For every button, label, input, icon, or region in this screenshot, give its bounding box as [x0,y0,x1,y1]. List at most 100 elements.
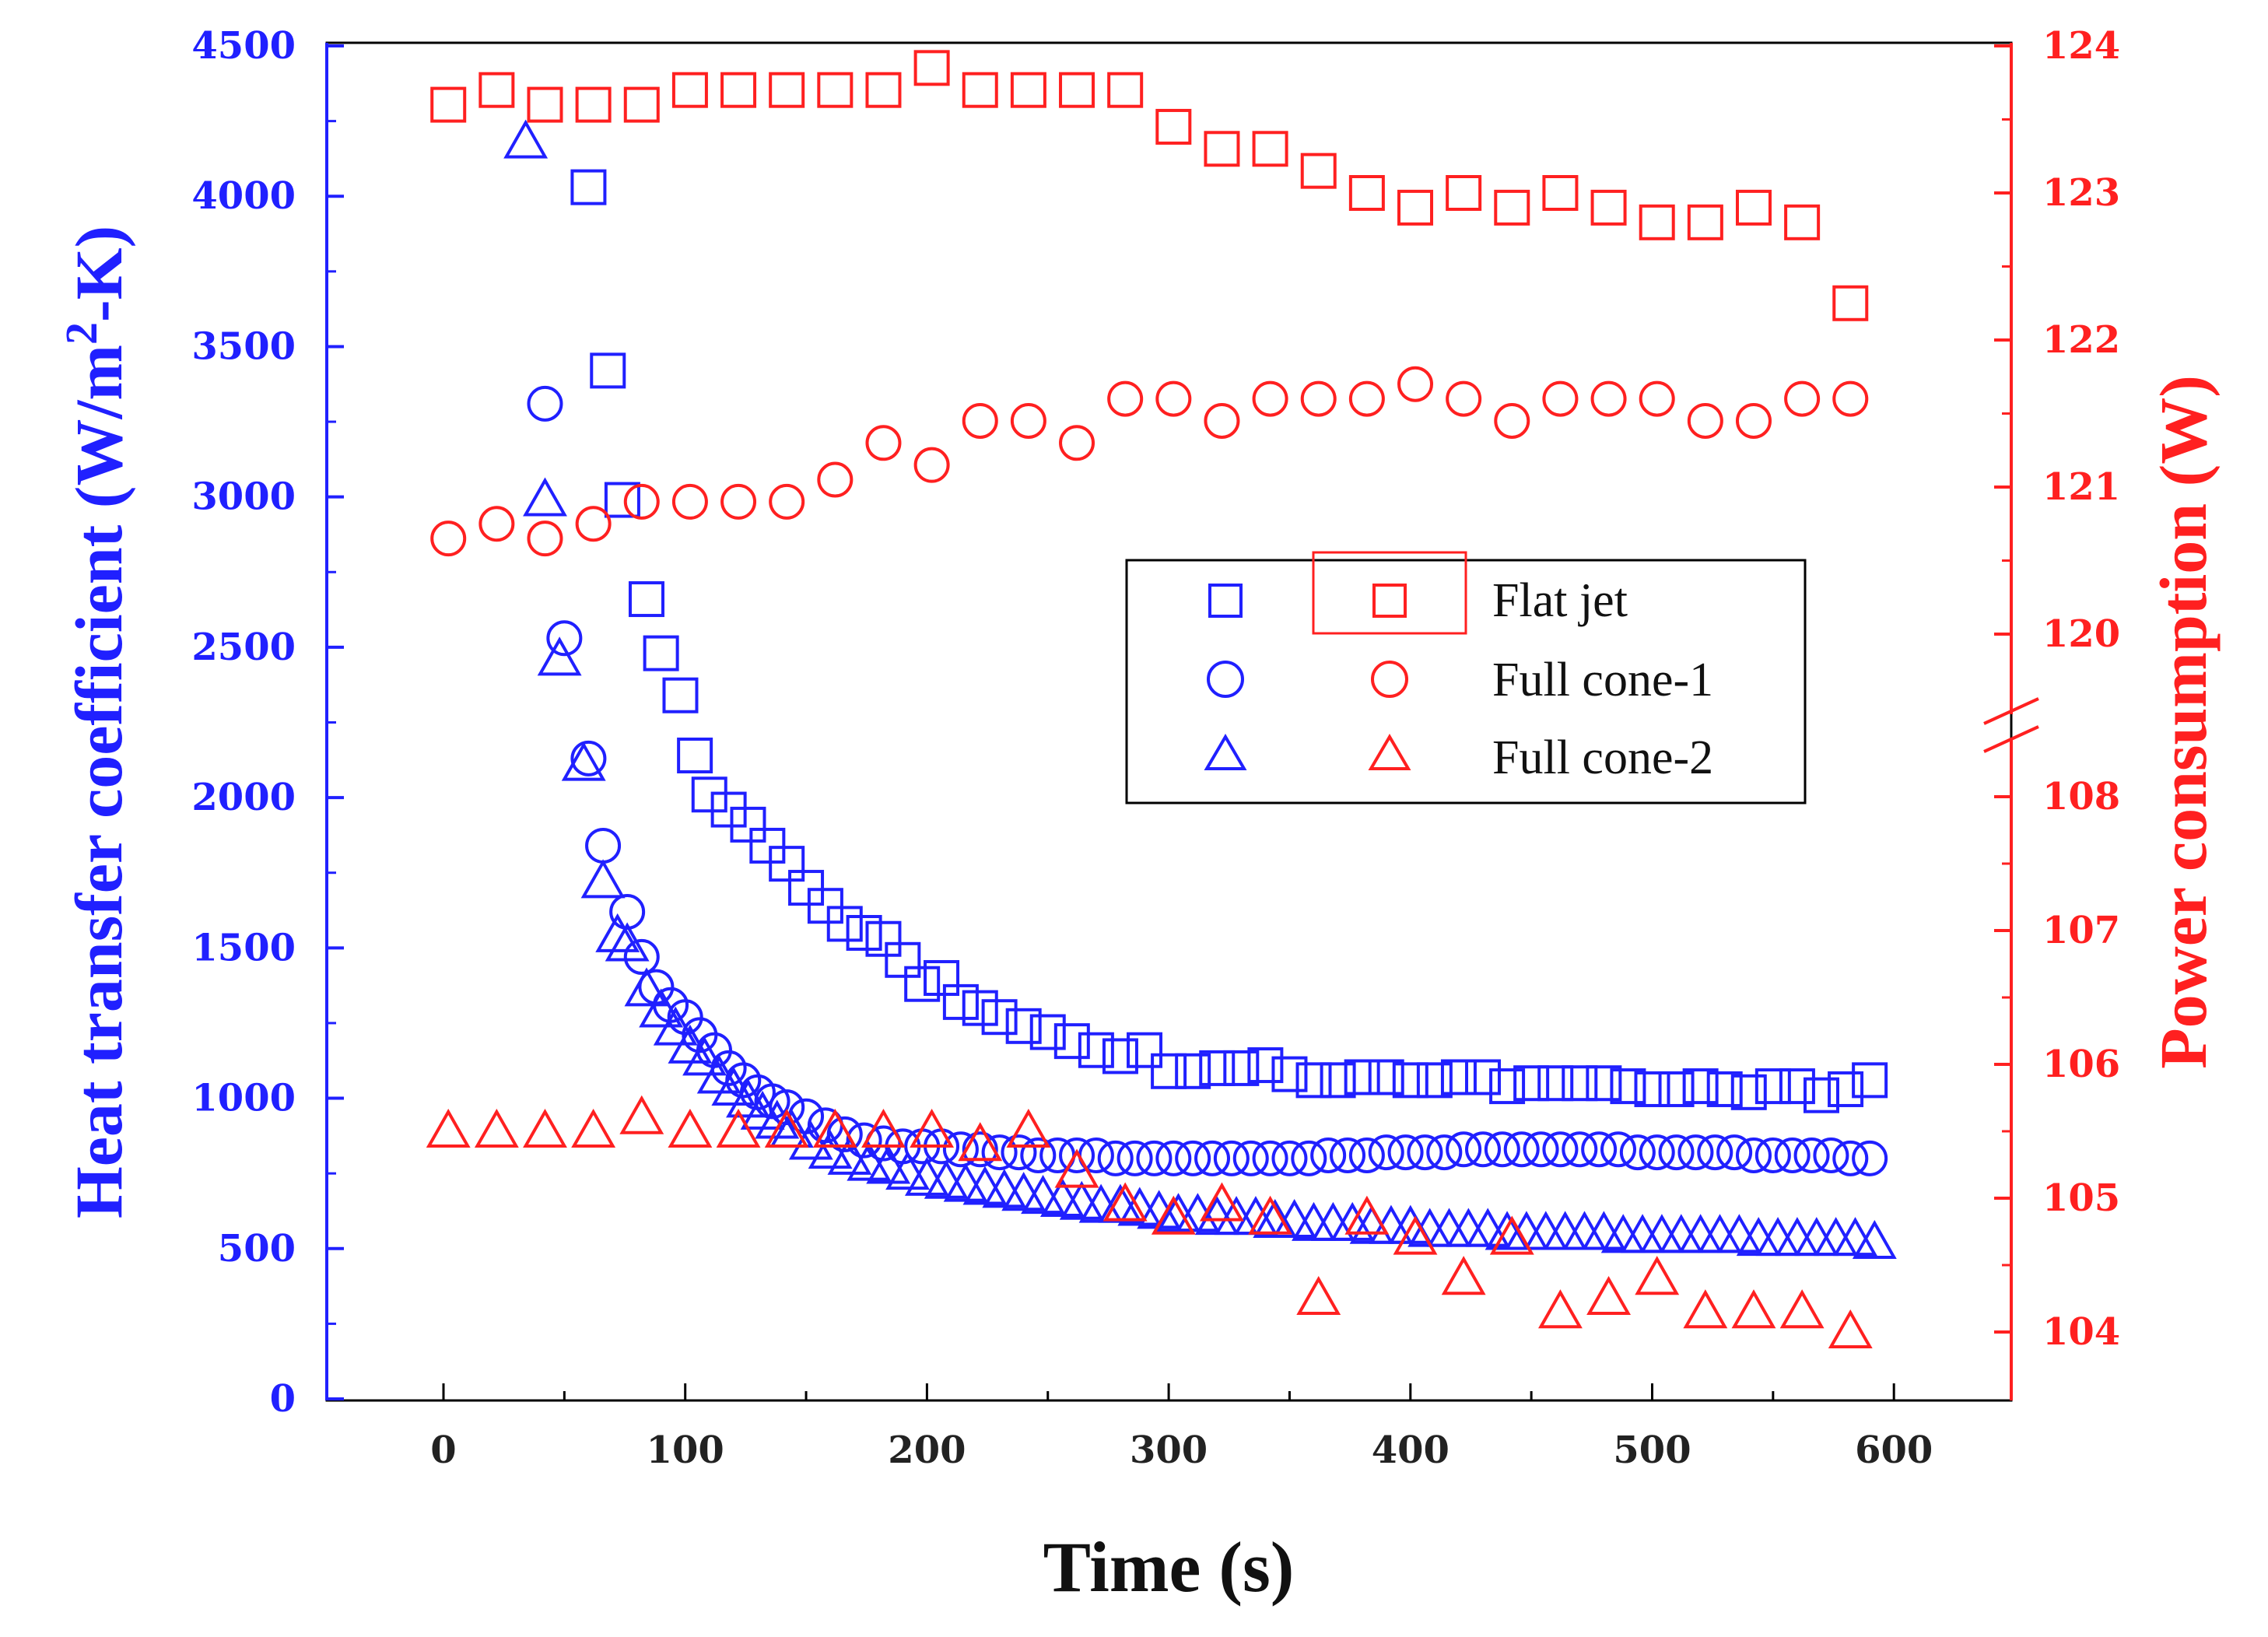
data-point [1252,1140,1288,1176]
data-point [1102,1038,1138,1074]
x-tick-label: 200 [888,1428,966,1472]
series-layer [426,50,1897,1348]
x-tick-label: 100 [647,1428,724,1472]
data-point [764,1108,809,1148]
right-tick-label: 108 [2042,775,2120,818]
data-point [861,1108,906,1148]
data-point [1619,1134,1656,1171]
data-point [1682,1068,1719,1105]
data-point [1440,1059,1477,1095]
data-point [1537,1065,1574,1102]
left-tick-label: 2000 [191,776,296,819]
data-point [1393,1215,1438,1255]
data-point [817,72,854,108]
data-point [1344,1195,1390,1235]
data-point [726,1078,770,1118]
data-point [1441,1256,1486,1295]
data-point [904,966,941,1002]
data-point [1223,1050,1260,1086]
left-tick-label: 3500 [191,324,296,368]
data-point [1678,1214,1723,1253]
data-point [1330,1137,1366,1173]
data-point [561,741,606,781]
data-point [958,1122,1003,1162]
data-point [527,385,563,422]
data-point [913,447,950,483]
series-full-cone-1-power [430,366,1869,557]
data-point [570,740,607,776]
right-tick-label: 121 [2042,465,2120,509]
data-point [1020,1137,1057,1173]
data-point [1803,1077,1839,1113]
data-point [1677,1134,1714,1171]
data-point [1426,1134,1463,1171]
data-point [1387,1134,1424,1171]
data-point [1059,425,1095,461]
data-point [628,581,664,618]
data-point [1204,402,1240,439]
data-point [1610,1068,1646,1105]
data-point [1199,1050,1236,1086]
x-tick-label: 500 [1613,1428,1691,1472]
data-point [1194,1140,1231,1176]
data-point [1852,1140,1888,1176]
data-point [1698,1214,1742,1253]
data-point [1232,1140,1269,1176]
data-point [1600,1131,1637,1168]
left-tick-label: 1000 [191,1077,296,1120]
legend-highlight-box [1312,551,1467,635]
data-point [1754,1068,1791,1105]
data-point [1494,189,1530,226]
data-point [1116,1140,1153,1176]
data-point [1136,1140,1173,1176]
data-point [474,1108,519,1148]
data-point [1852,1220,1897,1260]
data-point [1059,72,1095,108]
data-point [1586,1065,1622,1102]
data-point [643,635,679,671]
data-point [671,483,708,520]
data-point [1446,380,1482,417]
data-point [769,483,805,520]
data-point [788,870,825,906]
data-point [478,72,515,108]
data-point [1489,1068,1526,1105]
data-point [1465,1059,1502,1095]
data-point [808,1130,853,1169]
data-point [653,1006,698,1046]
data-point [1639,1214,1684,1253]
data-point [1271,1140,1308,1176]
axis-break-mark [1983,697,2039,753]
data-point [1755,1217,1800,1257]
data-point [1175,1053,1211,1089]
data-point [668,1024,713,1064]
data-point [1310,1137,1347,1173]
data-point [503,119,549,159]
data-point [1543,1211,1588,1250]
data-point [478,506,515,542]
data-point [1735,189,1772,226]
data-point [1735,402,1772,439]
data-point [585,827,622,864]
data-point [623,938,660,975]
data-point [1053,1023,1090,1060]
data-point [1054,1148,1099,1188]
data-point [570,169,607,205]
data-point [720,483,757,520]
data-point [1151,1195,1196,1235]
x-tick-label: 300 [1130,1428,1208,1472]
data-point [595,913,640,952]
left-tick-label: 500 [218,1227,296,1271]
data-point [1407,1134,1443,1171]
data-point [1368,1134,1404,1171]
data-point [1200,1182,1244,1222]
data-point [1059,1137,1095,1173]
series-full-cone-2-power [426,1095,1873,1348]
data-point [668,1108,713,1148]
data-point [1416,1062,1453,1099]
data-point [1097,1140,1134,1176]
left-axis-title-sup: 2 [56,322,107,345]
data-point [1832,285,1869,321]
data-point [619,1095,664,1134]
